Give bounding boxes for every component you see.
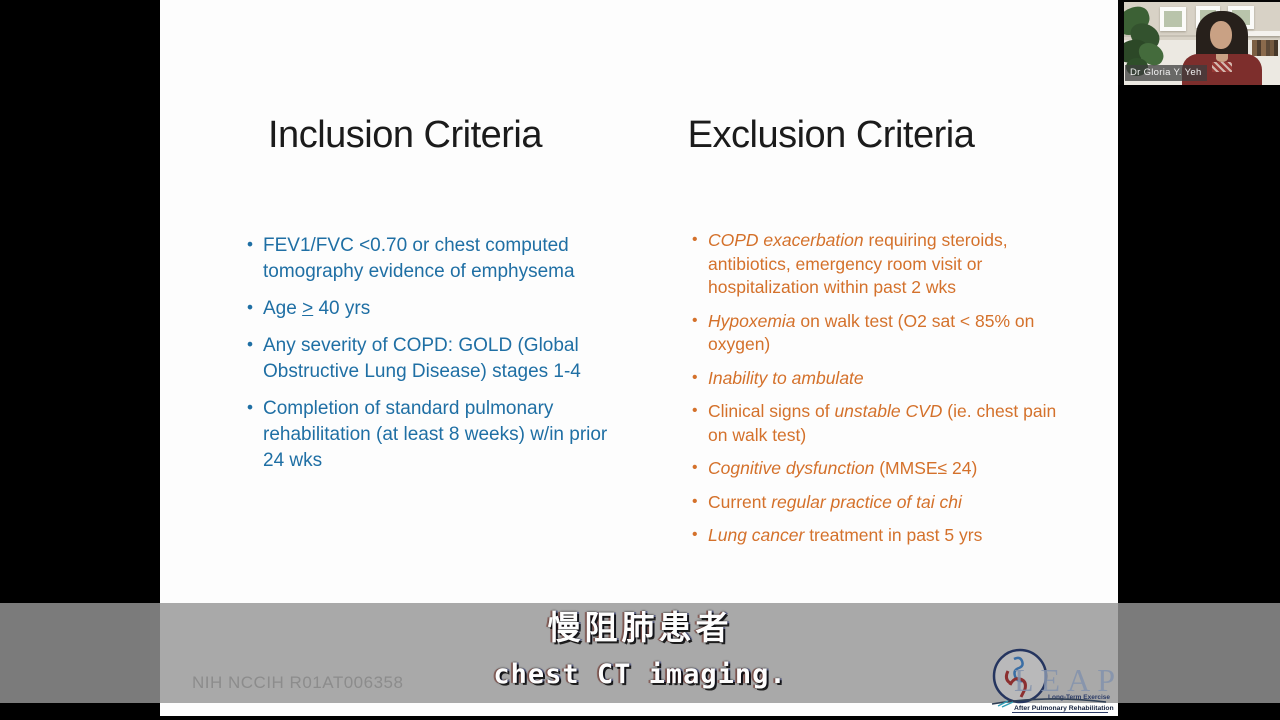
webcam-video: Dr Gloria Y. Yeh [1124,2,1280,85]
leap-logo: LEAP Long-Term Exercise After Pulmonary … [991,648,1114,713]
bullet-item: COPD exacerbation requiring steroids, an… [692,228,1078,300]
subtitle-english: chest CT imaging. [493,659,787,690]
presentation-slide: Inclusion Criteria Exclusion Criteria FE… [160,0,1118,716]
webcam-panel: Dr Gloria Y. Yeh [1118,0,1280,85]
bullet-item: Hypoxemia on walk test (O2 sat < 85% on … [692,309,1078,357]
leap-tagline-bottom: After Pulmonary Rehabilitation [1014,705,1114,712]
bullet-item: Inability to ambulate [692,366,1078,391]
leap-acronym: LEAP [1014,662,1114,698]
logo-swoosh-accent [997,700,1014,708]
speaker-scarf [1212,62,1232,72]
grant-number: NIH NCCIH R01AT006358 [192,673,404,692]
speaker-name-label: Dr Gloria Y. Yeh [1125,65,1207,81]
bullet-item: Completion of standard pulmonary rehabil… [247,395,633,474]
bullet-item: Lung cancer treatment in past 5 yrs [692,523,1078,548]
bullet-item: FEV1/FVC <0.70 or chest computed tomogra… [247,232,633,285]
frame-art [1164,11,1182,27]
bullet-item: Current regular practice of tai chi [692,490,1078,515]
exclusion-title: Exclusion Criteria [687,114,975,156]
speaker-collar [1216,54,1228,62]
subtitle-band: NIH NCCIH R01AT006358 慢阻肺患者 chest CT ima… [0,603,1280,703]
picture-frame [1160,7,1186,31]
leap-tagline-top: Long-Term Exercise [1048,694,1110,701]
exclusion-bullet-list: COPD exacerbation requiring steroids, an… [690,228,1078,558]
inclusion-title: Inclusion Criteria [268,114,543,156]
inclusion-bullet-list: FEV1/FVC <0.70 or chest computed tomogra… [245,232,633,485]
bottom-letterbox [0,716,1280,720]
bookshelf [1252,40,1278,56]
bullet-item: Cognitive dysfunction (MMSE≤ 24) [692,456,1078,481]
bullet-item: Clinical signs of unstable CVD (ie. ches… [692,399,1078,447]
speaker-face [1210,21,1232,49]
bullet-item: Any severity of COPD: GOLD (Global Obstr… [247,332,633,385]
leap-logo-circle [992,648,1048,704]
tai-chi-figure-icon [1004,670,1027,698]
logo-swoosh [991,698,1107,705]
bullet-item: Age > 40 yrs [247,295,633,322]
subtitle-chinese: 慢阻肺患者 [547,608,733,647]
